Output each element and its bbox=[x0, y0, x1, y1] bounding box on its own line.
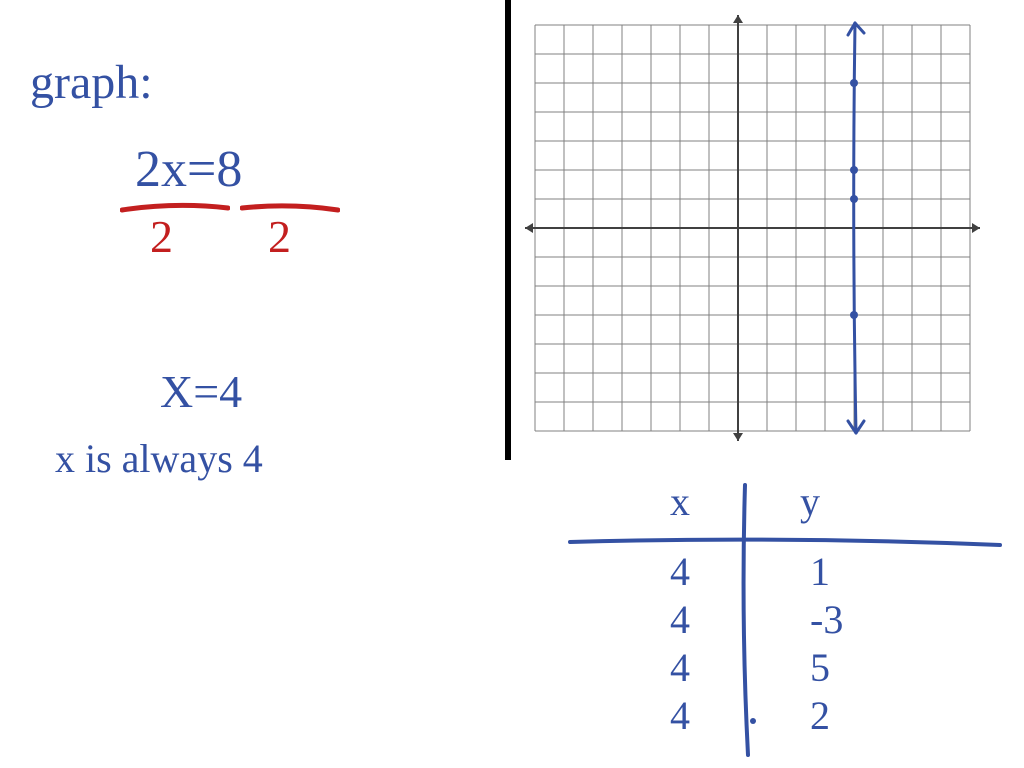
title-text: graph: bbox=[30, 55, 153, 110]
divisor-right: 2 bbox=[268, 210, 291, 263]
svg-text:4: 4 bbox=[670, 693, 690, 738]
svg-text:4: 4 bbox=[670, 645, 690, 690]
svg-text:4: 4 bbox=[670, 549, 690, 594]
vertical-divider bbox=[505, 0, 511, 460]
divisor-left: 2 bbox=[150, 210, 173, 263]
result-text: X=4 bbox=[160, 365, 242, 418]
svg-text:1: 1 bbox=[810, 549, 830, 594]
svg-text:2: 2 bbox=[810, 693, 830, 738]
svg-text:4: 4 bbox=[670, 597, 690, 642]
whiteboard: graph: 2x=8 2 2 X=4 x is always 4 x y 4 1 4 -… bbox=[0, 0, 1024, 768]
note-text: x is always 4 bbox=[55, 435, 263, 482]
svg-text:x: x bbox=[670, 480, 690, 524]
xy-table: x y 4 1 4 -3 4 5 4 2 bbox=[550, 480, 1020, 768]
underline-left bbox=[120, 200, 230, 218]
equation-top: 2x=8 bbox=[135, 140, 242, 199]
svg-text:5: 5 bbox=[810, 645, 830, 690]
coordinate-grid bbox=[520, 10, 1010, 450]
svg-text:y: y bbox=[800, 480, 820, 524]
svg-text:-3: -3 bbox=[810, 597, 843, 642]
